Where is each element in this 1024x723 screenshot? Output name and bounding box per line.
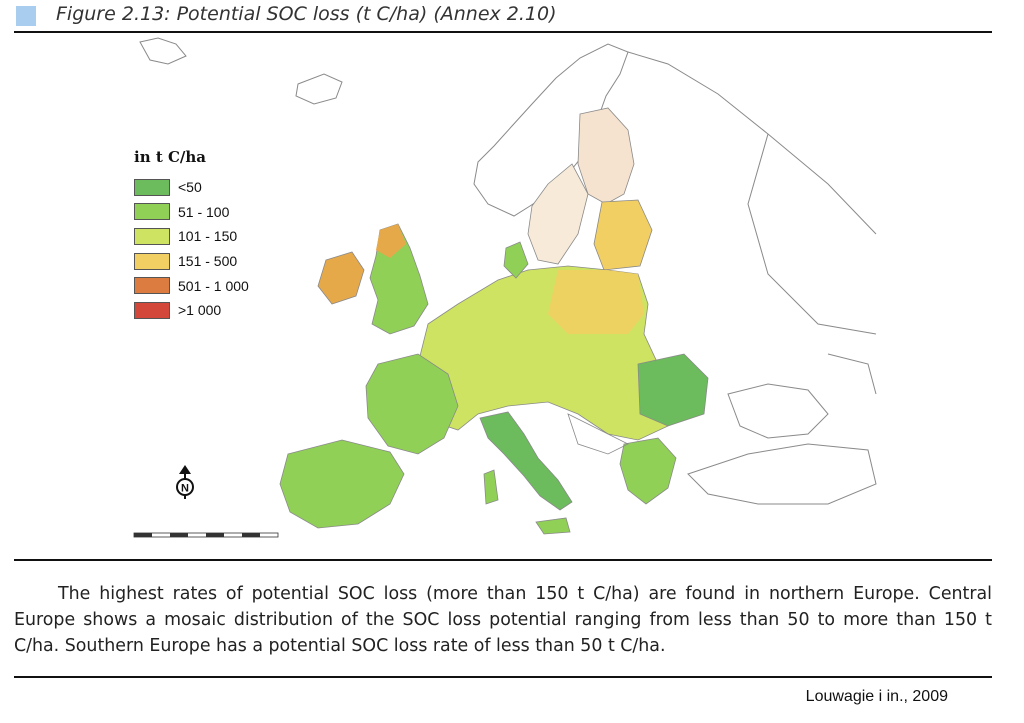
legend-swatch bbox=[134, 301, 170, 319]
legend-swatch bbox=[134, 178, 170, 196]
figure-marker bbox=[16, 6, 36, 26]
legend-items: <50 51 - 100 101 - 150 151 - 500 501 - 1 000… bbox=[134, 175, 249, 323]
sardinia-region bbox=[483, 469, 499, 505]
top-rule bbox=[14, 31, 992, 33]
legend-label: <50 bbox=[178, 179, 202, 196]
middle-rule bbox=[14, 559, 992, 561]
ireland-region bbox=[317, 251, 365, 305]
source-citation: Louwagie i in., 2009 bbox=[805, 688, 948, 705]
legend-item: 151 - 500 bbox=[134, 249, 249, 274]
svalbard-outline bbox=[139, 37, 187, 65]
legend-label: 151 - 500 bbox=[178, 253, 238, 270]
black-sea-outline bbox=[727, 383, 829, 439]
turkey-outline bbox=[687, 443, 877, 505]
poland-region bbox=[548, 270, 644, 334]
legend-swatch bbox=[134, 227, 170, 245]
eastern-border-outline bbox=[627, 51, 877, 335]
legend-item: <50 bbox=[134, 175, 249, 200]
greece-region bbox=[619, 437, 677, 505]
baltic-region bbox=[593, 199, 653, 271]
legend-label: >1 000 bbox=[178, 302, 222, 319]
map-legend: in t C/ha <50 51 - 100 101 - 150 151 - 500 5… bbox=[134, 148, 249, 323]
iberia-region bbox=[279, 439, 405, 529]
sicily-region bbox=[535, 517, 571, 535]
legend-label: 101 - 150 bbox=[178, 228, 238, 245]
sweden-region bbox=[527, 163, 589, 265]
legend-label: 501 - 1 000 bbox=[178, 277, 249, 294]
iceland-outline bbox=[295, 73, 343, 105]
legend-item: 51 - 100 bbox=[134, 200, 249, 225]
balkans-outline bbox=[567, 413, 629, 455]
legend-item: 101 - 150 bbox=[134, 224, 249, 249]
denmark-region bbox=[503, 241, 529, 279]
finland-region bbox=[577, 107, 635, 205]
scale-bar bbox=[133, 532, 279, 538]
italy-region bbox=[479, 411, 573, 511]
north-arrow-icon: N bbox=[176, 465, 194, 499]
figure-title: Figure 2.13: Potential SOC loss (t C/ha)… bbox=[56, 3, 557, 25]
romania-region bbox=[637, 353, 709, 427]
legend-item: >1 000 bbox=[134, 298, 249, 323]
europe-soc-map bbox=[128, 34, 880, 548]
legend-swatch bbox=[134, 252, 170, 270]
legend-label: 51 - 100 bbox=[178, 203, 230, 220]
map-svg bbox=[139, 37, 877, 535]
caucasus-outline bbox=[827, 353, 877, 395]
legend-title: in t C/ha bbox=[134, 148, 207, 166]
france-region bbox=[365, 353, 459, 455]
legend-swatch bbox=[134, 277, 170, 295]
legend-swatch bbox=[134, 203, 170, 221]
figure-description: The highest rates of potential SOC loss … bbox=[14, 584, 992, 656]
north-letter: N bbox=[181, 483, 189, 495]
bottom-rule bbox=[14, 676, 992, 678]
legend-item: 501 - 1 000 bbox=[134, 273, 249, 298]
scotland-region bbox=[376, 224, 406, 258]
